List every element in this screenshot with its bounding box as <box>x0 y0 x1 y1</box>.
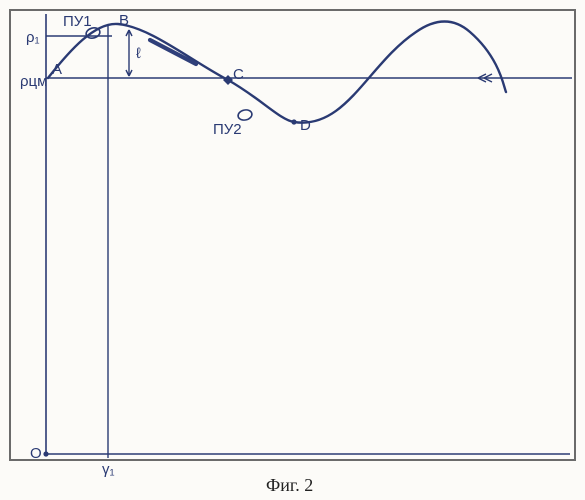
diagram-svg <box>0 0 585 500</box>
label-PU1: ПУ1 <box>63 14 92 29</box>
label-C: C <box>233 67 244 82</box>
label-PU2: ПУ2 <box>213 122 242 137</box>
figure-caption: Фиг. 2 <box>266 476 313 494</box>
label-gamma1: γ₁ <box>102 462 115 477</box>
label-B: B <box>119 13 129 28</box>
label-O: O <box>30 446 42 461</box>
label-A: A <box>52 62 62 77</box>
label-D: D <box>300 118 311 133</box>
label-rho1: ρ₁ <box>26 30 40 45</box>
label-rhocm: ρцм <box>20 74 47 89</box>
label-l: ℓ <box>136 46 141 61</box>
